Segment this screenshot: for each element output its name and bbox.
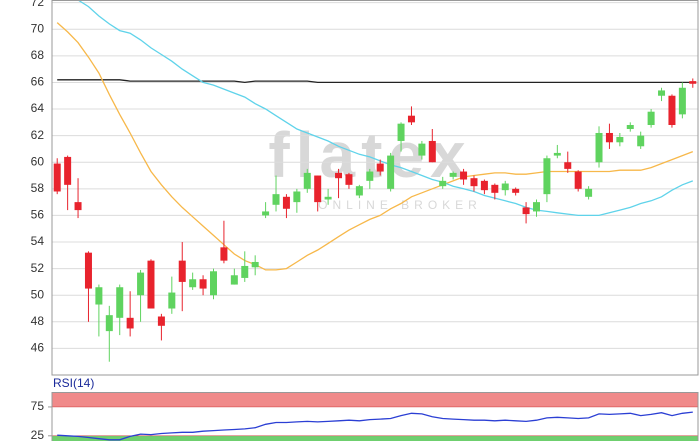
candle-body (303, 172, 311, 189)
candle-body (116, 287, 124, 318)
candle-body (74, 202, 82, 211)
rsi-title: RSI(14) (53, 376, 94, 390)
candle-body (574, 171, 582, 189)
line-series (57, 411, 693, 441)
candle-body (314, 175, 322, 203)
candle-body (512, 188, 520, 193)
y-tick-label: 54 (31, 234, 45, 248)
candle-body (282, 196, 290, 209)
candle-body (137, 272, 145, 296)
y-tick-label: 58 (31, 181, 45, 195)
y-tick-label: 60 (31, 154, 45, 168)
candle-body (210, 271, 217, 296)
line-series (56, 22, 694, 271)
candle-body (407, 115, 415, 123)
y-tick-label: 64 (31, 101, 45, 115)
candle-body (355, 186, 363, 196)
y-tick-label: 52 (31, 261, 45, 275)
y-tick-label: 46 (31, 341, 45, 355)
candle-body (626, 125, 634, 129)
candle-body (147, 260, 155, 309)
rsi-band (52, 435, 698, 441)
candle-body (168, 292, 176, 309)
candle-body (230, 275, 238, 285)
candle-body (595, 132, 603, 163)
y-tick-label: 25 (31, 428, 45, 441)
candle-body (460, 171, 468, 180)
plot-area (53, 0, 697, 362)
candle-body (178, 260, 186, 282)
candle-body (533, 202, 540, 212)
candle-body (105, 315, 113, 332)
candle-body (335, 172, 343, 179)
candle-body (439, 180, 447, 187)
candle-body (64, 156, 72, 185)
candle-body (491, 184, 499, 193)
candle-body (366, 171, 374, 181)
candle-body (376, 163, 384, 172)
y-tick-label: 62 (31, 128, 45, 142)
candle-body (293, 191, 301, 203)
y-tick-label: 48 (31, 314, 45, 328)
candle-body (220, 247, 228, 261)
candle-body (397, 123, 405, 141)
candle-body (658, 90, 666, 96)
candle-body (605, 132, 613, 143)
candle-body (324, 196, 332, 200)
candle-body (241, 265, 249, 278)
candle-body (689, 81, 697, 84)
candle-body (637, 135, 645, 147)
candle-body (470, 178, 478, 187)
candle-body (585, 188, 593, 197)
candle-body (418, 143, 426, 156)
watermark-sub: ONLINE BROKER (318, 198, 482, 212)
y-tick-label: 56 (31, 208, 45, 222)
candle-body (262, 211, 270, 216)
candle-body (251, 261, 259, 268)
rsi-band (52, 392, 698, 408)
candle-body (678, 87, 686, 115)
candle-body (189, 279, 197, 288)
candle-body (126, 317, 134, 329)
candle-body (543, 158, 551, 195)
candle-body (553, 152, 561, 156)
candle-body (272, 194, 280, 205)
y-tick-label: 50 (31, 287, 45, 301)
candle-body (449, 172, 457, 177)
y-tick-label: 68 (31, 48, 45, 62)
line-series (57, 79, 693, 84)
candle-body (157, 316, 165, 326)
candle-body (522, 207, 530, 215)
candle-body (564, 162, 572, 169)
candle-body (387, 155, 395, 189)
candle-body (53, 163, 61, 192)
candle-body (199, 279, 207, 289)
y-tick-label: 70 (31, 21, 45, 35)
candle-body (616, 136, 624, 143)
candle-body (480, 180, 488, 191)
candle-body (84, 252, 92, 289)
candle-body (428, 140, 436, 163)
line-series (77, 0, 694, 217)
y-tick-label: 72 (31, 0, 45, 9)
plot-border (51, 0, 699, 376)
candle-body (647, 111, 655, 125)
plot-border (51, 392, 699, 441)
candle-body (345, 174, 353, 185)
y-tick-label: 66 (31, 75, 45, 89)
y-tick-label: 75 (31, 399, 45, 413)
candle-body (501, 183, 509, 191)
candle-body (95, 287, 103, 305)
candle-body (668, 95, 676, 125)
